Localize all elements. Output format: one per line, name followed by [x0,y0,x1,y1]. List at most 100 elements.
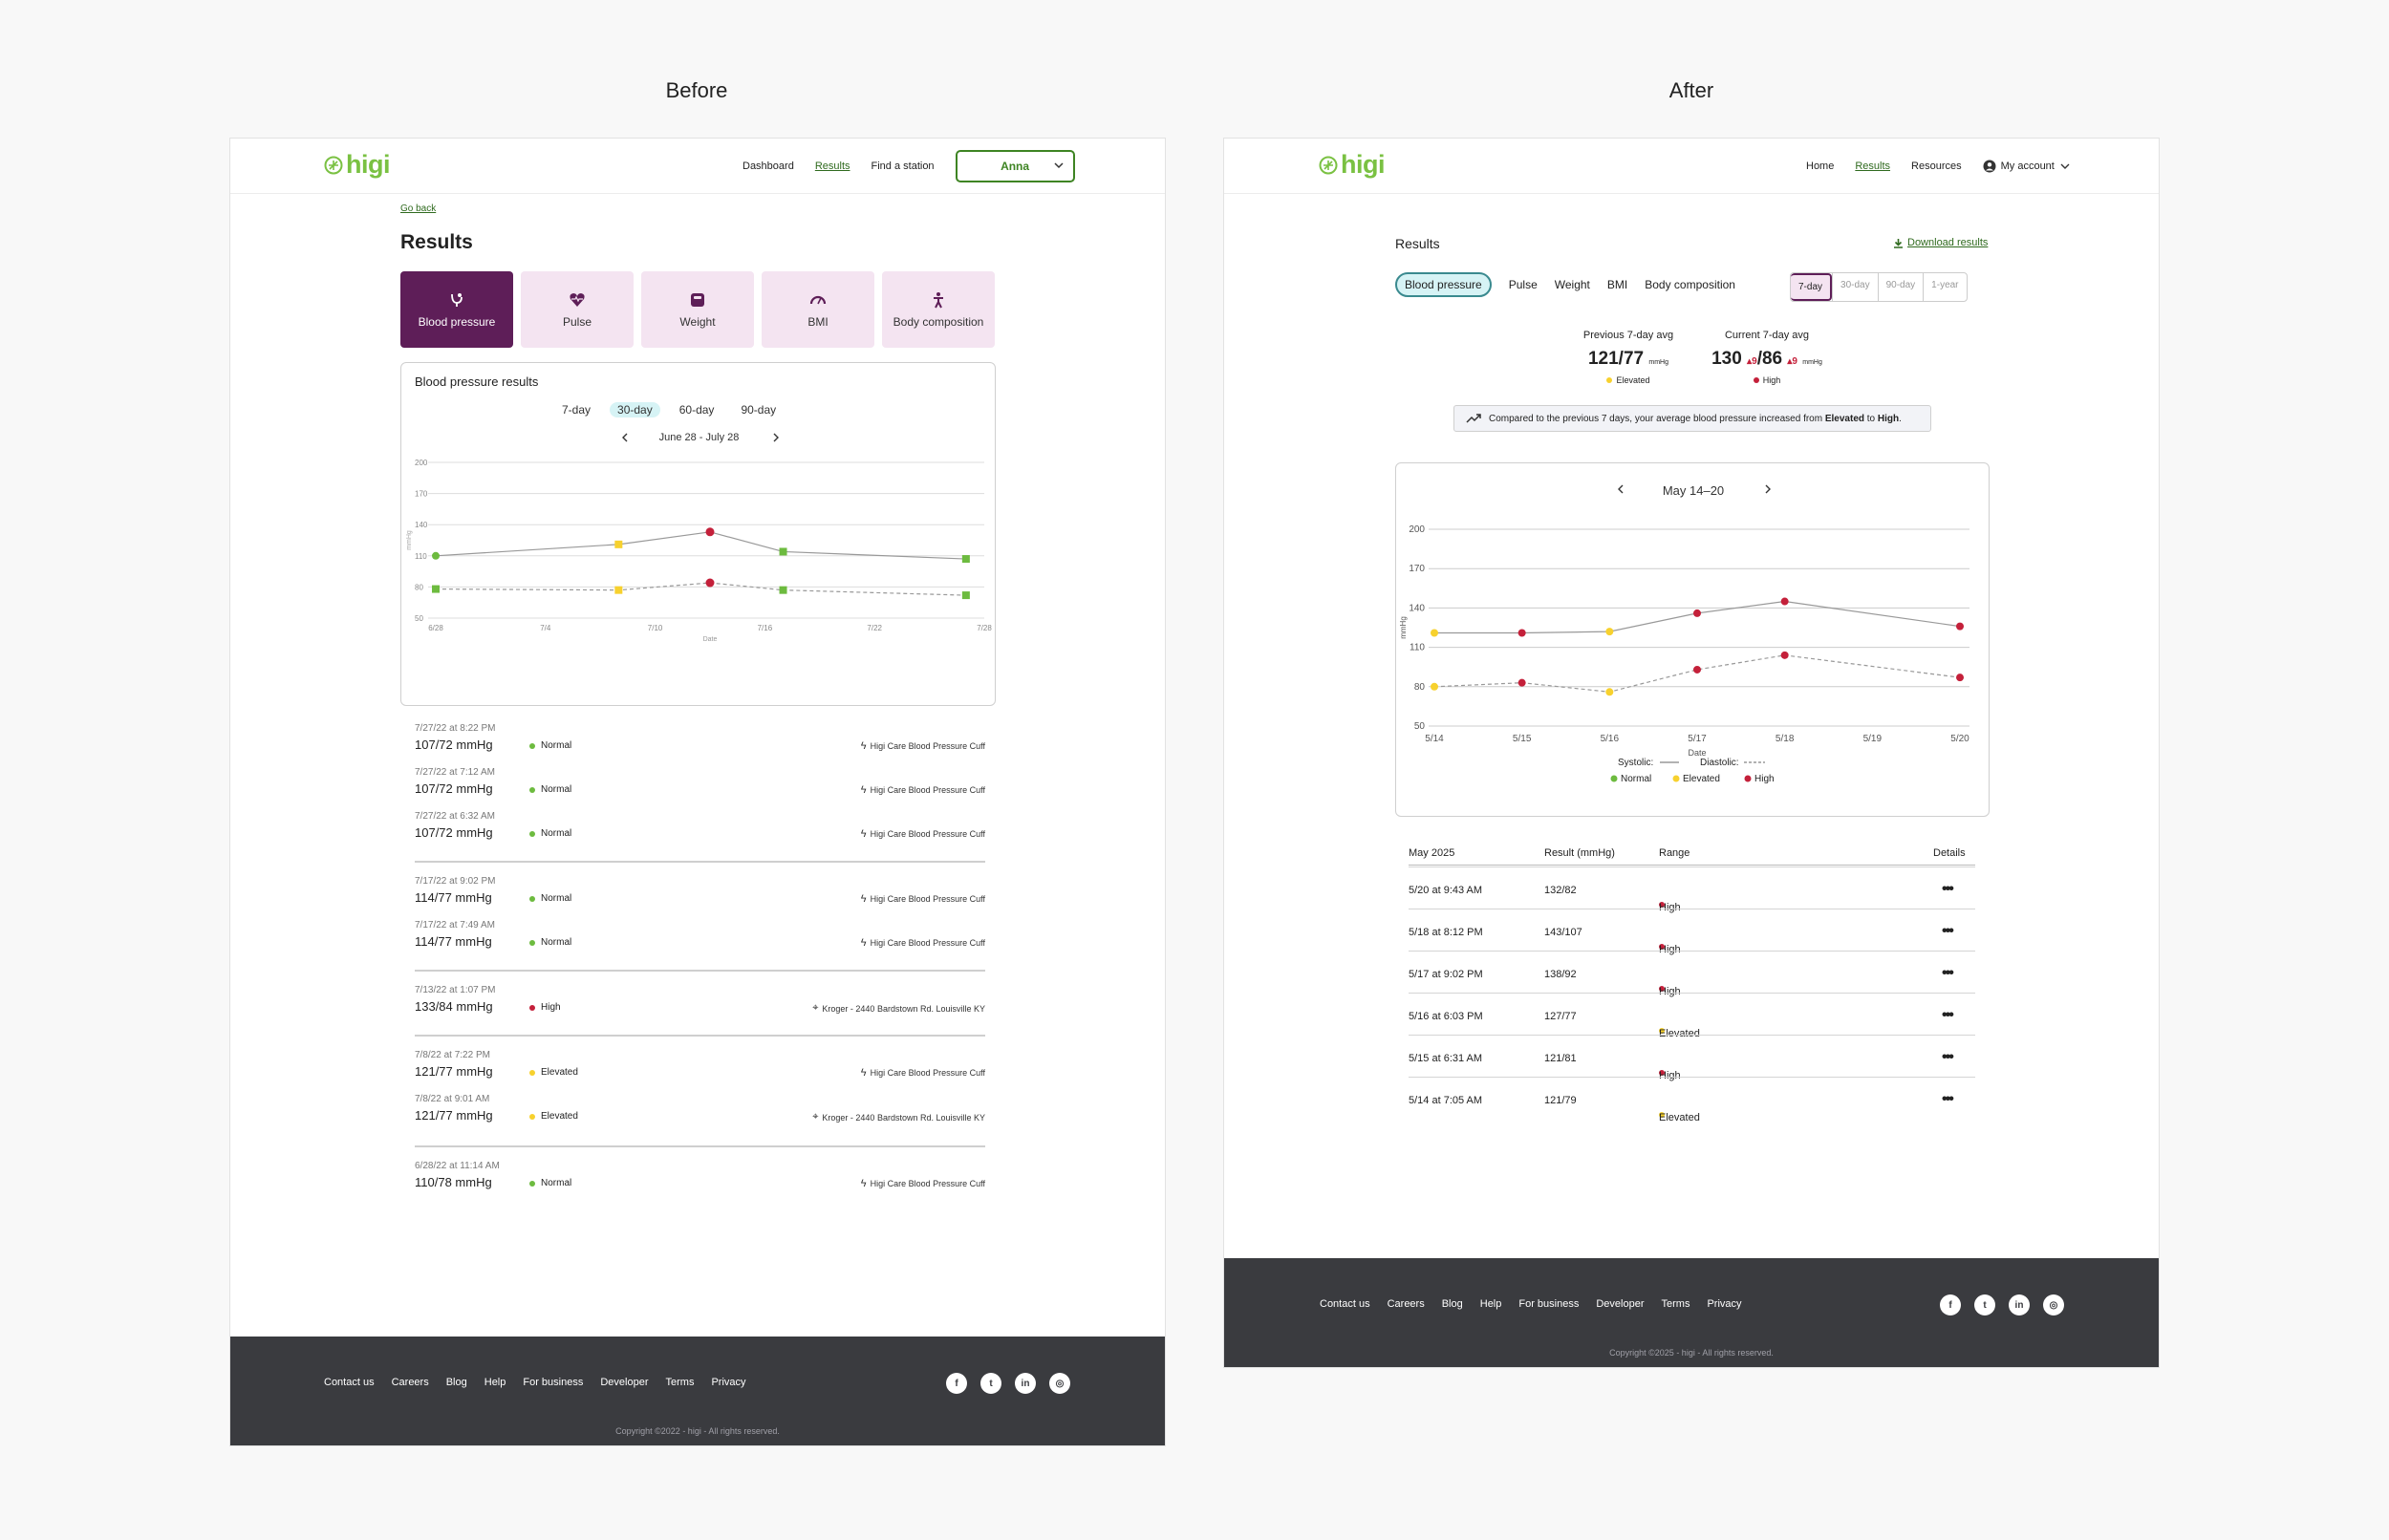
range-60-day[interactable]: 60-day [678,403,715,417]
tab-blood-pressure[interactable]: Blood pressure [1395,272,1492,297]
more-options-icon[interactable]: ••• [1942,1091,1954,1107]
source-label: Higi Care Blood Pressure Cuff [870,1068,985,1078]
col-result: Result (mmHg) [1544,847,1615,859]
instagram-icon[interactable]: ◎ [1049,1373,1070,1394]
footer-link[interactable]: Developer [1596,1298,1645,1310]
footer-link[interactable]: Help [484,1377,506,1388]
footer-link[interactable]: Terms [1661,1298,1690,1310]
reading-time: 7/27/22 at 8:22 PM [415,723,496,734]
table-row: 5/15 at 6:31 AM 121/81 High ••• [1409,1035,1975,1081]
footer-link[interactable]: Blog [1441,1298,1463,1310]
week-range-label: May 14–20 [1662,483,1725,498]
footer-link[interactable]: Developer [600,1377,649,1388]
range-7-day[interactable]: 7-day [562,403,592,417]
tile-pulse[interactable]: Pulse [521,271,634,348]
reading-status: Normal [529,784,571,795]
linkedin-icon[interactable]: in [1015,1373,1036,1394]
row-result: 127/77 [1544,1011,1577,1022]
tab-body-composition[interactable]: Body composition [1645,278,1735,291]
tile-weight[interactable]: Weight [641,271,754,348]
current-avg-diastolic: /86 [1756,349,1783,369]
footer-link[interactable]: Careers [391,1377,429,1388]
higi-logo[interactable]: higi [1319,150,1386,180]
next-week-icon[interactable] [1762,483,1774,495]
tab-weight[interactable]: Weight [1554,278,1590,291]
tab-bmi[interactable]: BMI [1606,278,1628,291]
footer-link[interactable]: Contact us [1320,1298,1370,1310]
reading-row: 7/13/22 at 1:07 PM 133/84 mmHg High ⌖ Kroger… [415,985,985,1025]
range-30-day[interactable]: 30-day [610,402,660,417]
chevron-down-icon [1054,162,1064,169]
footer-link[interactable]: Terms [665,1377,695,1388]
reading-source: ⌖ Kroger - 2440 Bardstown Rd. Louisville … [812,1111,985,1123]
facebook-icon[interactable]: f [1940,1294,1961,1315]
reading-time: 7/27/22 at 6:32 AM [415,811,495,822]
my-account-menu[interactable]: My account [1983,160,2071,173]
page-title: Results [1395,236,1440,251]
higi-logo[interactable]: higi [324,150,391,180]
instagram-icon[interactable]: ◎ [2043,1294,2064,1315]
footer-link[interactable]: Blog [445,1377,467,1388]
range-30-day[interactable]: 30-day [1832,273,1878,301]
range-selector: 7-day 30-day 60-day 90-day [562,402,777,417]
range-90-day[interactable]: 90-day [1877,273,1924,301]
twitter-icon[interactable]: t [1974,1294,1995,1315]
current-avg-systolic: 130 [1711,349,1742,369]
footer-link[interactable]: Help [1479,1298,1502,1310]
reading-row: 6/28/22 at 11:14 AM 110/78 mmHg Normal ϟ Hig… [415,1161,985,1201]
nav-find-station[interactable]: Find a station [871,160,935,172]
bolt-icon: ϟ [860,828,867,840]
y-tick-label: 50 [415,614,423,623]
more-options-icon[interactable]: ••• [1942,1007,1954,1023]
linkedin-icon[interactable]: in [2009,1294,2030,1315]
status-dot [529,1113,535,1120]
tile-bmi[interactable]: BMI [762,271,874,348]
data-point-high [1956,622,1964,631]
more-options-icon[interactable]: ••• [1942,881,1954,897]
footer-link[interactable]: For business [523,1377,584,1388]
y-tick-label: 110 [1410,643,1425,653]
after-header: higi Home Results Resources My account [1224,139,2159,194]
more-options-icon[interactable]: ••• [1942,923,1954,939]
status-label: Normal [541,1178,572,1188]
data-point-high [705,527,715,537]
nav-home[interactable]: Home [1806,160,1835,172]
nav-results[interactable]: Results [1855,160,1891,172]
download-results-link[interactable]: Download results [1893,237,1988,248]
pin-icon: ⌖ [812,1002,819,1014]
tile-body-composition[interactable]: Body composition [882,271,995,348]
x-tick-label: 5/17 [1688,734,1707,744]
go-back-link[interactable]: Go back [400,203,437,214]
prev-range-icon[interactable] [619,432,631,443]
nav-resources[interactable]: Resources [1911,160,1962,172]
user-name: Anna [1001,160,1030,173]
footer-link[interactable]: Careers [1387,1298,1425,1310]
range-label: High [1659,986,1681,997]
footer-link[interactable]: For business [1518,1298,1580,1310]
footer-link[interactable]: Contact us [324,1377,375,1388]
range-label: Elevated [1659,1112,1700,1123]
prev-week-icon[interactable] [1615,483,1626,495]
facebook-icon[interactable]: f [946,1373,967,1394]
tile-blood-pressure[interactable]: Blood pressure [400,271,513,348]
copyright: Copyright ©2025 - higi - All rights rese… [1609,1348,1774,1358]
more-options-icon[interactable]: ••• [1942,1049,1954,1065]
tab-pulse[interactable]: Pulse [1508,278,1538,291]
range-1-year[interactable]: 1-year [1923,273,1966,301]
blood-pressure-icon [451,292,463,307]
range-7-day[interactable]: 7-day [1791,273,1833,301]
footer-link[interactable]: Privacy [1707,1298,1742,1310]
status-dot [529,895,535,902]
footer-link[interactable]: Privacy [711,1377,746,1388]
nav-results[interactable]: Results [814,160,850,172]
current-avg: Current 7-day avg 130 ▴9/86 ▴9 mmHg High [1681,330,1853,385]
range-90-day[interactable]: 90-day [741,403,777,417]
twitter-icon[interactable]: t [980,1373,1001,1394]
data-point-normal [432,585,440,593]
y-axis-label: mmHg [1399,616,1408,639]
user-menu-button[interactable]: Anna [955,150,1075,182]
more-options-icon[interactable]: ••• [1942,965,1954,981]
next-range-icon[interactable] [770,432,782,443]
nav-dashboard[interactable]: Dashboard [743,160,794,172]
systolic-line [1434,600,1961,634]
